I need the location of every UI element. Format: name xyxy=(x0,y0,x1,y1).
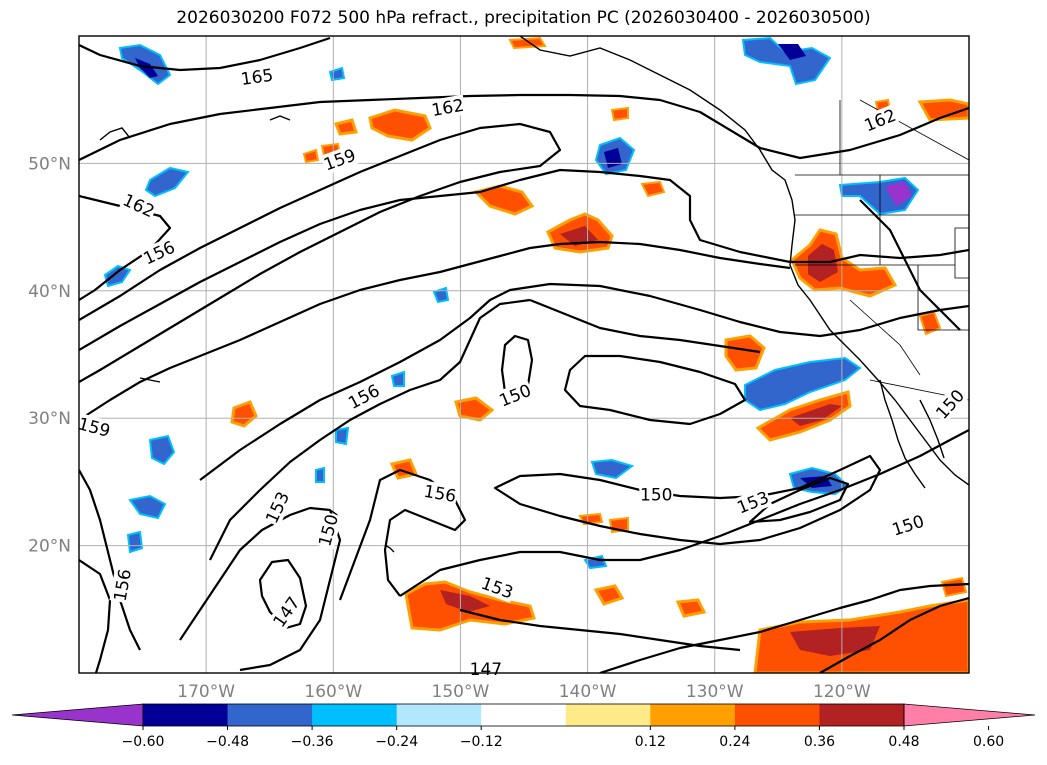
colorbar: −0.60 −0.48 −0.36 −0.24 −0.12 0.12 0.24 0.36 0.4… xyxy=(11,703,1036,750)
colorbar-bin xyxy=(396,704,482,726)
longitude-tick-label: 150°W xyxy=(432,682,490,702)
colorbar-extend-low xyxy=(11,703,144,727)
map-title: 2026030200 F072 500 hPa refract., precip… xyxy=(176,8,871,28)
colorbar-bin xyxy=(312,704,398,726)
longitude-tick-label: 140°W xyxy=(559,682,617,702)
contour-label-background xyxy=(344,379,384,414)
contour-label-background xyxy=(888,510,928,540)
contour-label-background xyxy=(931,384,969,424)
latitude-tick-label: 50°N xyxy=(28,154,71,174)
colorbar-tick-label: −0.60 xyxy=(122,734,165,750)
contour-label: 153 xyxy=(734,488,772,519)
latitude-tick-label: 40°N xyxy=(28,282,71,302)
contour-label: 147 xyxy=(470,660,502,680)
longitude-tick-label: 170°W xyxy=(177,682,235,702)
contour-label-background xyxy=(421,480,459,507)
latitude-labels: 50°N 40°N 30°N 20°N xyxy=(28,154,71,556)
contour-label: 156 xyxy=(422,482,457,507)
contour-label-background xyxy=(639,484,674,505)
colorbar-tick-label: −0.12 xyxy=(460,734,503,750)
contour-label: 147 xyxy=(270,593,305,631)
colorbar-tick-label: 0.48 xyxy=(888,734,919,750)
contour-label-background xyxy=(75,413,114,442)
colorbar-tick-label: 0.12 xyxy=(635,734,666,750)
contour-label-background xyxy=(733,486,773,518)
contour-label: 165 xyxy=(240,66,275,90)
colorbar-bin xyxy=(143,704,229,726)
colorbar-tick-label: 0.24 xyxy=(719,734,750,750)
colorbar-tick-label: −0.48 xyxy=(206,734,249,750)
contour-label-background xyxy=(429,94,467,121)
contour-label: 156 xyxy=(111,568,136,603)
contour-label: 150 xyxy=(497,381,535,412)
contour-label-background xyxy=(468,659,503,680)
colorbar-bin xyxy=(734,704,820,726)
contour-label-background xyxy=(314,511,343,550)
colorbar-tick-label: 0.60 xyxy=(973,734,1004,750)
colorbar-bin xyxy=(819,704,905,726)
colorbar-tick-label: −0.36 xyxy=(291,734,334,750)
contour-label-background xyxy=(268,592,305,632)
contour-label: 150 xyxy=(640,486,672,506)
map-frame xyxy=(78,35,970,674)
colorbar-tick-label: −0.24 xyxy=(375,734,418,750)
longitude-tick-label: 130°W xyxy=(686,682,744,702)
colorbar-extend-high xyxy=(903,703,1036,727)
contour-label-background xyxy=(320,144,360,175)
contour-label-background xyxy=(109,566,136,604)
contour-label-background xyxy=(495,379,535,411)
contour-label: 162 xyxy=(862,106,900,137)
longitude-tick-label: 120°W xyxy=(813,682,871,702)
longitude-labels: 170°W 160°W 150°W 140°W 130°W 120°W xyxy=(177,682,871,702)
contour-label: 150 xyxy=(890,512,927,541)
coastlines xyxy=(99,36,969,553)
colorbar-tick-label: 0.36 xyxy=(804,734,835,750)
colorbar-bin xyxy=(481,704,567,726)
contour-lines xyxy=(79,36,969,673)
colorbar-bin xyxy=(565,704,651,726)
contour-label-background xyxy=(119,189,159,222)
colorbar-bin xyxy=(650,704,736,726)
contour-label-background xyxy=(261,487,294,528)
precipitation-shading xyxy=(103,36,969,673)
state-borders xyxy=(795,99,969,401)
latitude-tick-label: 30°N xyxy=(28,409,71,429)
contour-label-background xyxy=(238,64,276,90)
contour-label-background xyxy=(477,572,517,603)
longitude-tick-label: 160°W xyxy=(304,682,362,702)
contour-label-background xyxy=(139,236,179,269)
colorbar-frame xyxy=(142,703,905,727)
colorbar-bin xyxy=(227,704,313,726)
map-gridlines xyxy=(79,36,969,673)
contour-label-background xyxy=(860,104,900,136)
latitude-tick-label: 20°N xyxy=(28,537,71,557)
